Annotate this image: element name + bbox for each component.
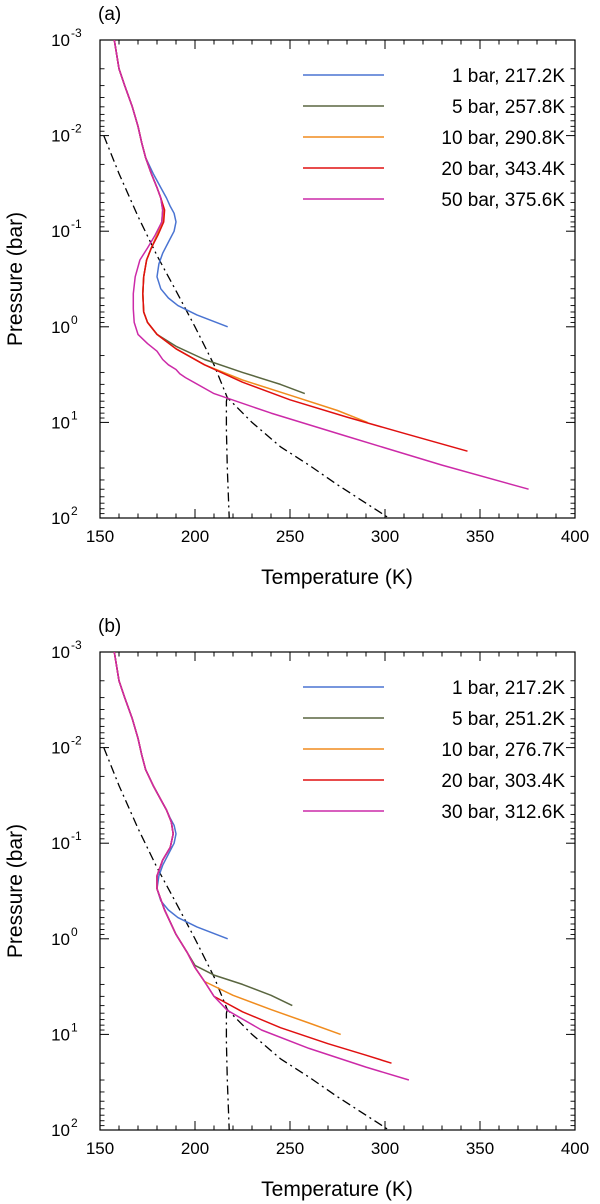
y-tick-label: 10 2 [51, 1116, 78, 1140]
legend-label: 10 bar, 276.7K [441, 740, 565, 761]
y-tick-exponent: 2 [71, 1116, 78, 1130]
x-axis-title: Temperature (K) [261, 1178, 413, 1201]
series-line-1-bar-217-2k [113, 40, 228, 328]
dry-adiabat-line [103, 747, 390, 1130]
y-tick-base: 10 [51, 222, 70, 241]
series-line-30-bar-312-6k [113, 652, 410, 1081]
y-axis-title: Pressure (bar) [4, 212, 27, 346]
dry-adiabat-line [103, 135, 390, 518]
y-tick-exponent: 1 [71, 1020, 78, 1034]
y-tick-base: 10 [51, 413, 70, 432]
series-line-1-bar-217-2k [113, 652, 228, 940]
y-tick-label: 10 1 [51, 1020, 78, 1044]
y-tick-exponent: -1 [71, 217, 82, 231]
x-tick-label: 250 [276, 1139, 304, 1158]
panel-label: (b) [98, 616, 121, 637]
y-tick-base: 10 [51, 739, 70, 758]
y-tick-exponent: -2 [71, 122, 82, 136]
x-tick-label: 150 [86, 1139, 114, 1158]
legend-label: 1 bar, 217.2K [452, 66, 565, 87]
x-tick-label: 400 [561, 527, 589, 546]
x-tick-label: 250 [276, 527, 304, 546]
y-tick-exponent: -2 [71, 734, 82, 748]
y-tick-label: 10 -3 [51, 26, 82, 50]
x-axis-title: Temperature (K) [261, 566, 413, 589]
y-tick-base: 10 [51, 127, 70, 146]
series-line-5-bar-251-2k [113, 652, 293, 1007]
legend-label: 30 bar, 312.6K [441, 802, 565, 823]
legend: 1 bar, 217.2K 5 bar, 251.2K 10 bar, 276.7K… [303, 678, 565, 823]
x-tick-label: 400 [561, 1139, 589, 1158]
legend-label: 10 bar, 290.8K [441, 128, 565, 149]
y-tick-exponent: -3 [71, 26, 82, 40]
y-tick-exponent: -3 [71, 638, 82, 652]
x-tick-label: 200 [181, 1139, 209, 1158]
series-line-10-bar-276-7k [113, 652, 341, 1036]
panel-label: (a) [98, 4, 121, 25]
y-tick-exponent: 2 [71, 504, 78, 518]
y-tick-label: 10 -2 [51, 122, 82, 146]
legend-label: 5 bar, 251.2K [452, 709, 565, 730]
plot-frame [99, 651, 576, 1131]
series-line-5-bar-257-8k [113, 40, 306, 395]
x-tick-label: 300 [371, 1139, 399, 1158]
y-tick-exponent: -1 [71, 829, 82, 843]
y-tick-base: 10 [51, 1121, 70, 1140]
y-tick-exponent: 0 [71, 313, 78, 327]
x-tick-label: 300 [371, 527, 399, 546]
y-tick-label: 10 1 [51, 408, 78, 432]
y-tick-label: 10 0 [51, 313, 78, 337]
y-tick-label: 10 -1 [51, 829, 82, 853]
y-tick-exponent: 0 [71, 925, 78, 939]
y-tick-label: 10 2 [51, 504, 78, 528]
y-tick-label: 10 -3 [51, 638, 82, 662]
y-tick-base: 10 [51, 509, 70, 528]
x-tick-label: 350 [466, 527, 494, 546]
x-tick-label: 150 [86, 527, 114, 546]
y-tick-base: 10 [51, 643, 70, 662]
legend-label: 20 bar, 343.4K [441, 159, 565, 180]
series-line-50-bar-375-6k [113, 40, 529, 490]
x-tick-label: 200 [181, 527, 209, 546]
x-tick-label: 350 [466, 1139, 494, 1158]
saturation-curve-line [225, 397, 230, 518]
y-tick-exponent: 1 [71, 408, 78, 422]
plot-frame [99, 39, 576, 519]
y-tick-base: 10 [51, 1025, 70, 1044]
y-axis-title: Pressure (bar) [4, 824, 27, 958]
series-line-10-bar-290-8k [113, 40, 368, 424]
saturation-curve-line [225, 1009, 230, 1130]
y-tick-label: 10 -1 [51, 217, 82, 241]
y-tick-base: 10 [51, 834, 70, 853]
series-line-20-bar-303-4k [113, 652, 392, 1064]
legend: 1 bar, 217.2K 5 bar, 257.8K 10 bar, 290.8K… [303, 66, 565, 211]
y-tick-label: 10 -2 [51, 734, 82, 758]
legend-label: 1 bar, 217.2K [452, 678, 565, 699]
y-tick-base: 10 [51, 930, 70, 949]
y-tick-label: 10 0 [51, 925, 78, 949]
legend-label: 5 bar, 257.8K [452, 97, 565, 118]
legend-label: 50 bar, 375.6K [441, 190, 565, 211]
y-tick-base: 10 [51, 318, 70, 337]
legend-label: 20 bar, 303.4K [441, 771, 565, 792]
y-tick-base: 10 [51, 31, 70, 50]
